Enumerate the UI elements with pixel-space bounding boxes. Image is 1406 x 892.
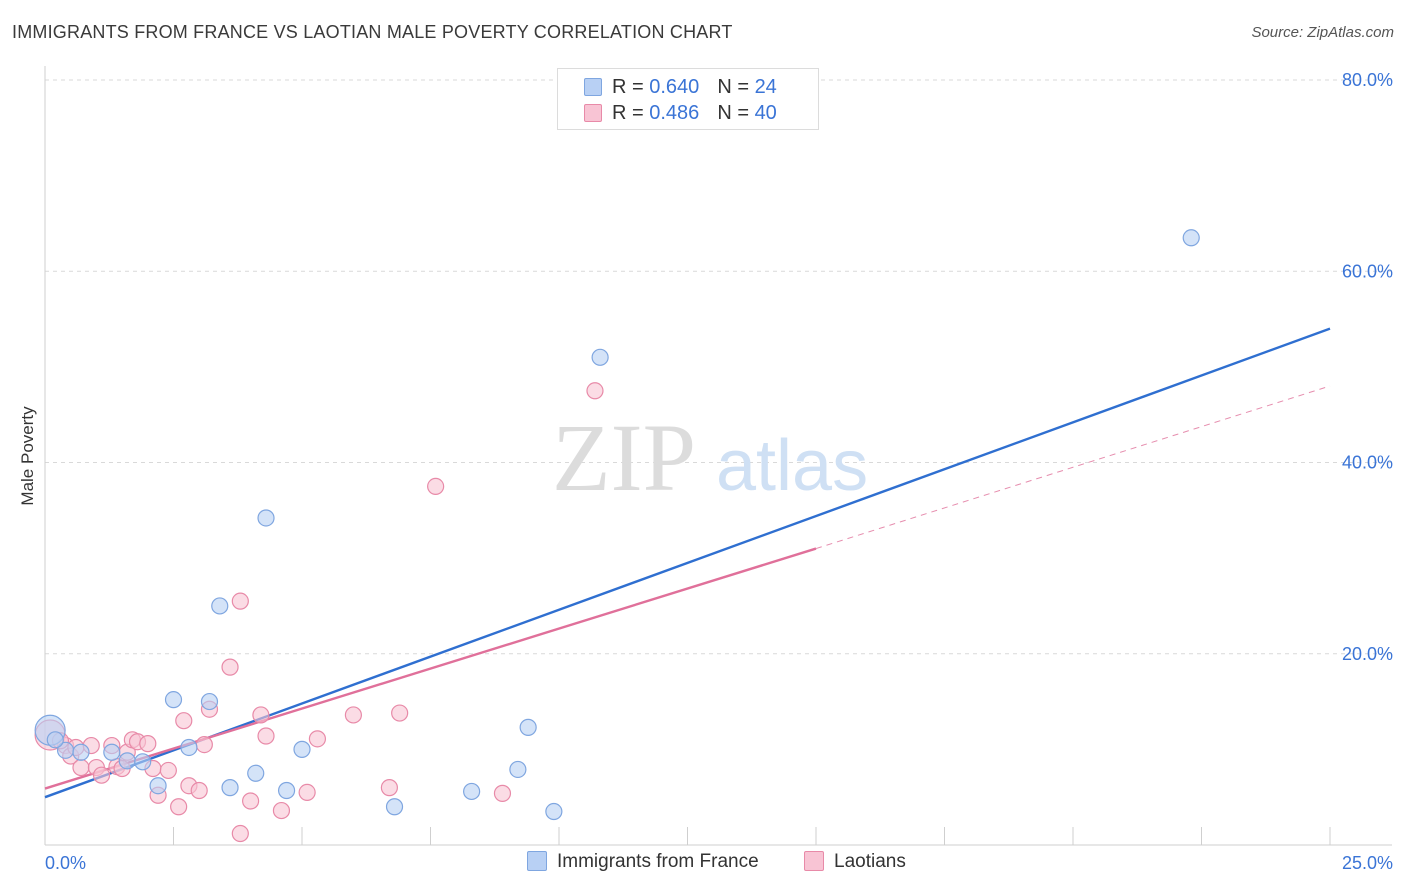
chart-title: IMMIGRANTS FROM FRANCE VS LAOTIAN MALE P…: [12, 22, 733, 42]
point-france: [103, 743, 121, 761]
source-label: Source: ZipAtlas.com: [1251, 24, 1394, 41]
point-laotians: [344, 706, 362, 724]
point-laotians: [231, 824, 249, 843]
point-france: [46, 731, 64, 749]
point-laotians: [380, 779, 398, 797]
r-label: R =: [612, 102, 644, 124]
point-france: [211, 597, 229, 615]
trend-line-laotians-extension: [815, 385, 1331, 550]
y-tick-label: 20.0%: [1342, 644, 1393, 664]
point-france: [72, 743, 90, 761]
grid-lines: [45, 79, 1392, 655]
trend-line-laotians: [44, 547, 817, 790]
legend-label-france: Immigrants from France: [557, 851, 759, 872]
watermark-zip: ZIP: [552, 404, 696, 511]
watermark: ZIP atlas: [552, 404, 868, 511]
watermark-atlas: atlas: [716, 426, 868, 506]
n-value: 24: [754, 76, 777, 98]
point-laotians: [493, 784, 512, 802]
axes: [44, 66, 1392, 846]
point-laotians: [195, 735, 213, 754]
point-france: [118, 752, 136, 770]
r-value: 0.486: [649, 102, 700, 124]
legend-swatch-laotians: [804, 851, 824, 871]
point-laotians: [427, 477, 445, 496]
swatch-france: [584, 78, 602, 96]
x-tick-label: 0.0%: [45, 853, 86, 873]
point-france: [277, 781, 296, 800]
point-france: [509, 760, 527, 779]
point-laotians: [159, 761, 177, 780]
point-france: [591, 348, 609, 366]
legend-swatch-france: [527, 851, 547, 871]
point-france: [1182, 229, 1200, 247]
r-value: 0.640: [649, 76, 700, 98]
tick-labels: 20.0% 40.0% 60.0% 80.0% 0.0% 25.0%: [45, 70, 1393, 873]
swatch-laotians: [584, 104, 602, 122]
point-laotians: [272, 801, 291, 820]
point-laotians: [242, 792, 260, 810]
point-laotians: [139, 735, 157, 753]
trend-line-france: [44, 327, 1331, 799]
point-france: [545, 802, 563, 821]
point-laotians: [257, 727, 275, 745]
y-axis-label: Male Poverty: [18, 406, 37, 506]
point-france: [257, 509, 275, 527]
n-label: N =: [717, 76, 749, 98]
point-laotians: [175, 712, 193, 730]
point-france: [221, 779, 239, 797]
point-laotians: [221, 658, 239, 676]
point-laotians: [72, 758, 90, 777]
y-tick-label: 80.0%: [1342, 70, 1393, 90]
n-value: 40: [754, 102, 777, 124]
point-france: [149, 777, 167, 795]
legend-item-laotians: Laotians: [804, 851, 906, 873]
stats-legend: R = 0.640 N = 24 R = 0.486 N = 40: [557, 68, 819, 130]
point-laotians: [586, 382, 604, 400]
point-laotians: [231, 592, 249, 610]
point-france: [134, 753, 152, 771]
point-france: [247, 764, 265, 782]
stats-row-france: R = 0.640 N = 24: [584, 76, 777, 100]
point-laotians: [252, 706, 270, 724]
trend-lines: [44, 327, 1331, 799]
point-france: [164, 691, 183, 709]
y-tick-label: 60.0%: [1342, 261, 1393, 281]
point-laotians: [391, 704, 409, 722]
point-laotians: [298, 783, 316, 802]
n-label: N =: [717, 102, 749, 124]
point-france: [293, 740, 311, 758]
point-france: [385, 798, 404, 816]
point-france: [463, 782, 481, 801]
point-laotians: [308, 730, 327, 748]
stats-row-laotians: R = 0.486 N = 40: [584, 102, 777, 126]
x-tick-label: 25.0%: [1342, 853, 1393, 873]
r-label: R =: [612, 76, 644, 98]
point-france: [519, 718, 537, 736]
point-laotians: [92, 766, 111, 784]
point-laotians: [190, 781, 208, 800]
legend-item-france: Immigrants from France: [527, 851, 759, 873]
y-tick-label: 40.0%: [1342, 453, 1393, 473]
point-laotians: [170, 798, 188, 816]
point-france: [180, 738, 198, 757]
legend-label-laotians: Laotians: [834, 851, 906, 872]
point-france: [200, 692, 219, 711]
data-points: [34, 229, 1200, 843]
